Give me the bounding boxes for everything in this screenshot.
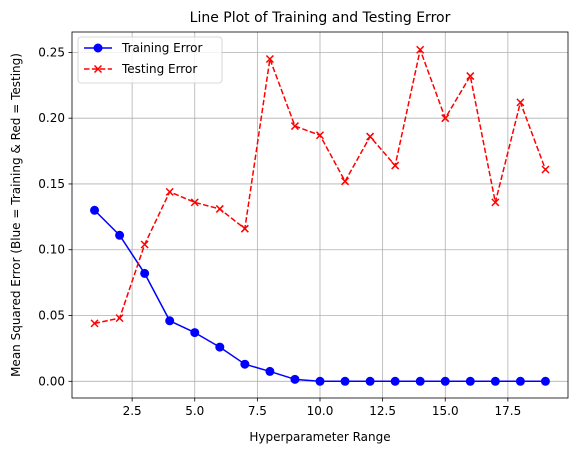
- y-tick-label: 0.20: [38, 111, 65, 125]
- training-error-point: [416, 377, 424, 385]
- legend-label-testing-error: Testing Error: [121, 62, 197, 76]
- training-error-point: [466, 377, 474, 385]
- x-tick-label: 5.0: [185, 404, 204, 418]
- x-axis-label: Hyperparameter Range: [249, 430, 390, 444]
- training-error-point: [516, 377, 524, 385]
- y-axis-label: Mean Squared Error (Blue = Training & Re…: [9, 53, 23, 377]
- training-error-point: [316, 377, 324, 385]
- training-error-point: [441, 377, 449, 385]
- training-error-point: [266, 367, 274, 375]
- training-error-point: [341, 377, 349, 385]
- training-error-point: [291, 375, 299, 383]
- legend-marker-training-error: [94, 44, 102, 52]
- x-tick-label: 17.5: [495, 404, 522, 418]
- training-error-point: [391, 377, 399, 385]
- training-error-point: [366, 377, 374, 385]
- training-error-point: [191, 329, 199, 337]
- x-tick-label: 10.0: [307, 404, 334, 418]
- legend-label-training-error: Training Error: [121, 41, 202, 55]
- chart-title: Line Plot of Training and Testing Error: [190, 10, 451, 26]
- y-tick-label: 0.10: [38, 243, 65, 257]
- y-tick-label: 0.15: [38, 177, 65, 191]
- training-error-point: [216, 343, 224, 351]
- x-tick-label: 12.5: [369, 404, 396, 418]
- y-tick-label: 0.05: [38, 309, 65, 323]
- training-error-point: [241, 360, 249, 368]
- x-tick-label: 15.0: [432, 404, 459, 418]
- training-error-point: [166, 317, 174, 325]
- x-tick-label: 7.5: [248, 404, 267, 418]
- x-tick-label: 2.5: [123, 404, 142, 418]
- training-error-point: [491, 377, 499, 385]
- training-error-point: [91, 206, 99, 214]
- y-tick-label: 0.00: [38, 374, 65, 388]
- training-error-point: [141, 269, 149, 277]
- training-error-point: [116, 231, 124, 239]
- y-tick-label: 0.25: [38, 45, 65, 59]
- legend: Training Error Testing Error: [78, 37, 222, 83]
- training-error-point: [541, 377, 549, 385]
